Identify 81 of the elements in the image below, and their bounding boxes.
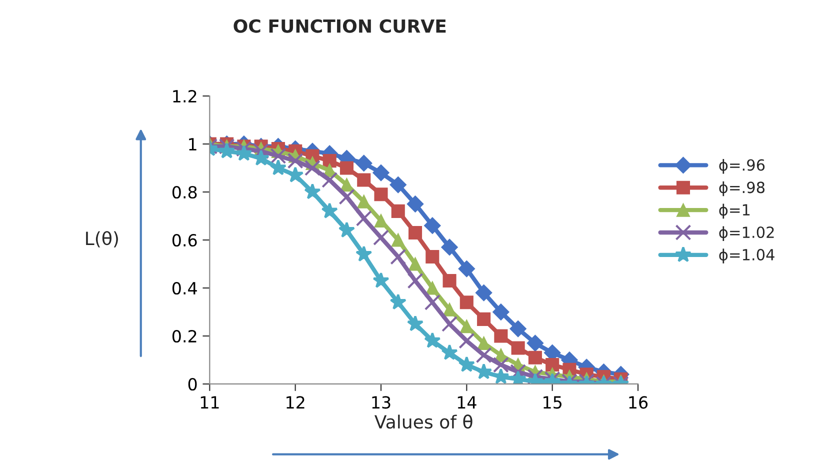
point [426,250,440,264]
legend-label: ϕ=.98 [719,181,765,196]
point [356,210,372,226]
x-tick-label: 15 [544,396,562,409]
y-tick-label: 1 [189,138,196,150]
point [406,196,424,212]
point [407,272,424,289]
point [408,226,422,240]
point [494,329,508,343]
point [390,248,406,265]
y-tick-label: 0.2 [172,330,196,343]
point [304,183,321,200]
point [475,363,492,380]
y-tick-label: 0.8 [172,186,197,199]
x-tick-label: 14 [458,396,476,408]
point [442,302,456,316]
point [304,160,320,176]
point [526,334,544,352]
point [357,194,371,208]
point [322,154,336,168]
x-axis-title: Values of θ [374,414,472,429]
point [458,356,475,372]
legend-label: ϕ=1.02 [719,226,774,242]
point [372,272,390,288]
point [424,294,440,310]
point [374,214,388,228]
point [321,202,338,218]
point [338,188,355,205]
x-tick-label: 13 [372,396,390,409]
point [373,230,389,246]
chart-title: OC FUNCTION CURVE [234,19,446,33]
point [546,358,560,372]
point [408,257,422,271]
point [322,172,338,188]
point [355,154,372,172]
point [475,284,492,302]
point [460,296,474,310]
point [442,274,456,288]
point [511,341,525,355]
x-tick-label: 12 [286,396,304,408]
point [338,222,356,238]
point [460,320,474,334]
y-tick-label: 1.2 [173,90,196,102]
point [424,332,441,348]
point [492,304,510,320]
legend-label: ϕ=.96 [719,158,765,174]
point [287,166,304,182]
point [458,260,476,278]
y-tick-label: 0.6 [172,234,197,247]
point [476,347,492,364]
point [372,164,390,182]
point [356,246,372,262]
point [236,144,252,161]
point [357,173,371,187]
point [458,332,475,349]
point [426,281,440,295]
point [441,238,458,256]
y-tick-label: 0 [188,378,197,391]
point [424,217,441,234]
point [510,320,526,338]
point [391,233,405,247]
point [406,315,424,332]
y-tick-label: 0.4 [172,282,197,295]
y-axis-title: L(θ) [86,231,118,248]
point [340,161,354,175]
point [492,356,509,373]
point [528,350,542,364]
legend-label: ϕ=1.04 [719,248,774,264]
point [391,204,405,218]
x-tick-label: 16 [629,396,648,409]
x-tick-label: 11 [200,396,219,408]
point [442,316,458,332]
legend-label: ϕ=1 [719,204,750,219]
point [390,294,406,310]
point [477,312,491,326]
point [270,148,286,164]
point [390,176,407,194]
point [441,344,458,360]
point [374,188,388,202]
point [287,152,304,169]
point [270,159,287,176]
